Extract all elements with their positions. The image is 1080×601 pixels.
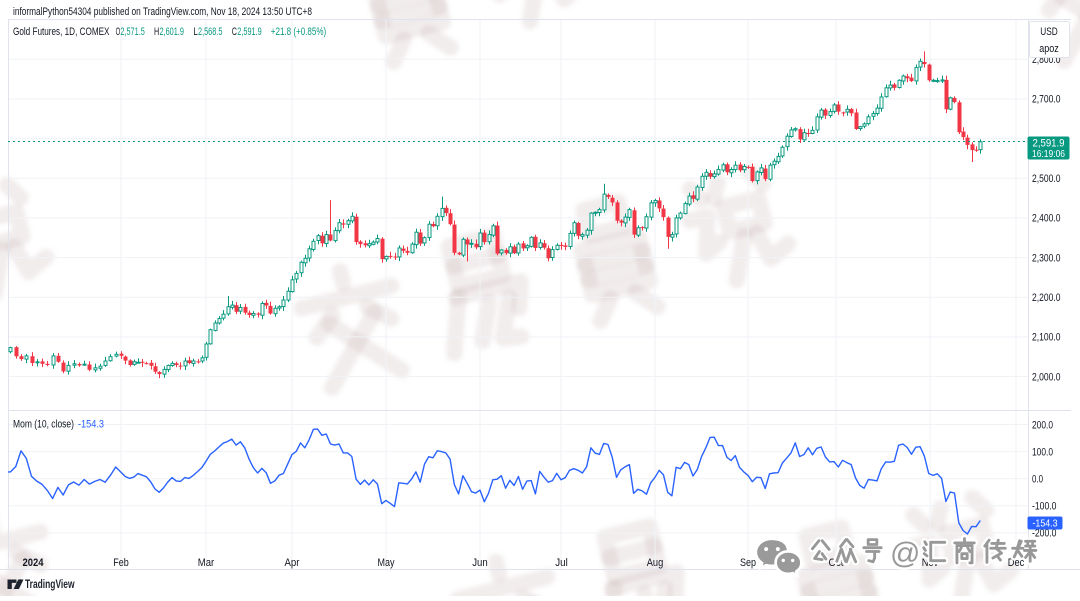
- svg-text:Mar: Mar: [198, 557, 215, 569]
- svg-text:2,601.9: 2,601.9: [160, 26, 184, 38]
- svg-text:L: L: [193, 26, 197, 38]
- svg-text:C: C: [232, 26, 237, 38]
- svg-text:H: H: [154, 26, 159, 38]
- svg-text:Sep: Sep: [740, 557, 756, 569]
- svg-text:2,200.0: 2,200.0: [1032, 292, 1061, 304]
- svg-text:May: May: [378, 557, 395, 569]
- svg-text:2,400.0: 2,400.0: [1032, 213, 1061, 225]
- svg-text:Apr: Apr: [285, 557, 300, 569]
- svg-text:informalPython54304 published: informalPython54304 published on Trading…: [13, 6, 312, 18]
- svg-text:Mom (10, close): Mom (10, close): [13, 419, 74, 431]
- svg-text:Dec: Dec: [1008, 557, 1025, 569]
- svg-text:2,300.0: 2,300.0: [1032, 252, 1061, 264]
- svg-text:Gold Futures, 1D, COMEX: Gold Futures, 1D, COMEX: [13, 26, 110, 38]
- svg-text:100.0: 100.0: [1032, 446, 1053, 458]
- svg-text:2024: 2024: [23, 557, 45, 569]
- svg-text:apoz: apoz: [1039, 43, 1059, 55]
- svg-text:Jul: Jul: [555, 557, 568, 569]
- svg-text:Aug: Aug: [647, 557, 664, 569]
- svg-text:-200.0: -200.0: [1032, 528, 1057, 540]
- svg-text:2,500.0: 2,500.0: [1032, 173, 1061, 185]
- svg-text:TradingView: TradingView: [25, 577, 75, 591]
- svg-text:200.0: 200.0: [1032, 419, 1053, 431]
- svg-text:2,568.5: 2,568.5: [198, 26, 222, 38]
- svg-text:2,100.0: 2,100.0: [1032, 332, 1061, 344]
- svg-text:O: O: [116, 26, 121, 38]
- svg-text:2,591.9: 2,591.9: [1033, 138, 1065, 150]
- svg-text:+21.8 (+0.85%): +21.8 (+0.85%): [271, 26, 326, 38]
- svg-text:2,700.0: 2,700.0: [1032, 94, 1061, 106]
- svg-text:2,591.9: 2,591.9: [237, 26, 261, 38]
- svg-text:16:19:06: 16:19:06: [1032, 149, 1065, 160]
- svg-text:-100.0: -100.0: [1032, 501, 1057, 513]
- svg-text:@: @: [890, 537, 920, 570]
- svg-text:USD: USD: [1040, 26, 1058, 38]
- svg-text:0.0: 0.0: [1032, 474, 1043, 486]
- svg-text:2,000.0: 2,000.0: [1032, 371, 1061, 383]
- svg-text:Feb: Feb: [113, 557, 129, 569]
- svg-text:Jun: Jun: [472, 557, 488, 569]
- svg-text:-154.3: -154.3: [78, 419, 104, 431]
- svg-text:2,571.5: 2,571.5: [120, 26, 144, 38]
- svg-text:-154.3: -154.3: [1033, 518, 1058, 530]
